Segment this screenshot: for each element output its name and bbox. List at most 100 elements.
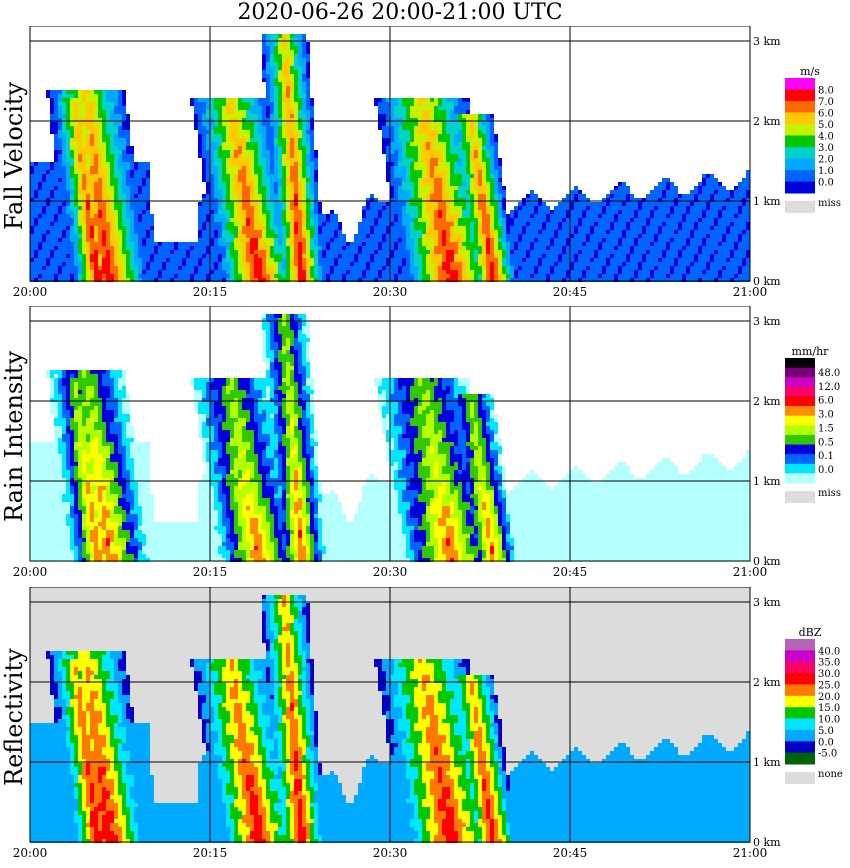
heat-cell [286,142,290,146]
heat-cell [458,230,462,234]
heat-cell [522,278,526,282]
heat-cell [86,94,90,98]
heat-cell [430,246,434,250]
heat-cell [306,266,310,270]
heat-cell [198,278,202,282]
heat-cell [434,170,438,174]
heat-cell [382,246,386,250]
heat-cell [142,266,146,270]
heat-cell [482,190,486,194]
heat-cell [306,46,310,50]
heat-cell [86,158,90,162]
heat-cell [130,234,134,238]
heat-cell [126,182,130,186]
heat-cell [394,170,398,174]
heat-cell [430,198,434,202]
heat-cell [390,242,394,246]
heat-cell [462,158,466,162]
heat-cell [542,250,546,254]
heat-cell [462,142,466,146]
heat-cell [218,150,222,154]
heat-cell [298,278,302,282]
heat-cell [346,270,350,274]
heat-cell [282,134,286,138]
heat-cell [82,194,86,198]
heat-cell [398,130,402,134]
heat-cell [234,222,238,226]
heat-cell [418,250,422,254]
heat-cell [50,246,54,250]
heat-cell [394,182,398,186]
heat-cell [66,230,70,234]
heat-cell [406,238,410,242]
heat-cell [230,118,234,122]
heat-cell [358,242,362,246]
heat-cell [454,114,458,118]
heat-cell [214,130,218,134]
heat-cell [218,210,222,214]
heat-cell [482,202,486,206]
heat-cell [478,238,482,242]
heat-cell [70,118,74,122]
heat-cell [114,102,118,106]
heat-cell [250,246,254,250]
heat-cell [242,250,246,254]
heat-cell [78,106,82,110]
heat-cell [54,122,58,126]
heat-cell [262,226,266,230]
heat-cell [526,226,530,230]
heat-cell [318,250,322,254]
heat-cell [150,278,154,282]
heat-cell [234,154,238,158]
heat-cell [474,130,478,134]
heat-cell [130,186,134,190]
heat-cell [538,278,542,282]
heat-cell [494,226,498,230]
heat-cell [54,278,58,282]
heat-cell [254,262,258,266]
heat-cell [474,258,478,262]
heat-cell [102,206,106,210]
heat-cell [414,210,418,214]
heat-cell [342,238,346,242]
heat-cell [82,146,86,150]
heat-cell [94,154,98,158]
heat-cell [286,182,290,186]
heat-cell [526,222,530,226]
heat-cell [294,158,298,162]
heat-cell [146,254,150,258]
heat-cell [434,246,438,250]
heat-cell [578,270,582,274]
heat-cell [38,214,42,218]
heat-cell [250,162,254,166]
heat-cell [62,90,66,94]
heat-cell [266,42,270,46]
heat-cell [274,110,278,114]
heat-cell [394,126,398,130]
heat-cell [286,138,290,142]
heat-cell [466,198,470,202]
heat-cell [390,182,394,186]
heat-cell [558,210,562,214]
heat-cell [366,270,370,274]
heat-cell [522,222,526,226]
heat-cell [546,258,550,262]
heat-cell [142,170,146,174]
heat-cell [482,174,486,178]
heat-cell [130,214,134,218]
heat-cell [514,250,518,254]
heat-cell [258,266,262,270]
heat-cell [138,170,142,174]
heat-cell [46,238,50,242]
heat-cell [30,250,34,254]
heat-cell [190,242,194,246]
heat-cell [418,126,422,130]
heat-cell [218,170,222,174]
heat-cell [54,90,58,94]
heat-cell [394,278,398,282]
heat-cell [238,130,242,134]
heat-cell [102,130,106,134]
heat-cell [214,242,218,246]
heat-cell [134,174,138,178]
heat-cell [242,154,246,158]
